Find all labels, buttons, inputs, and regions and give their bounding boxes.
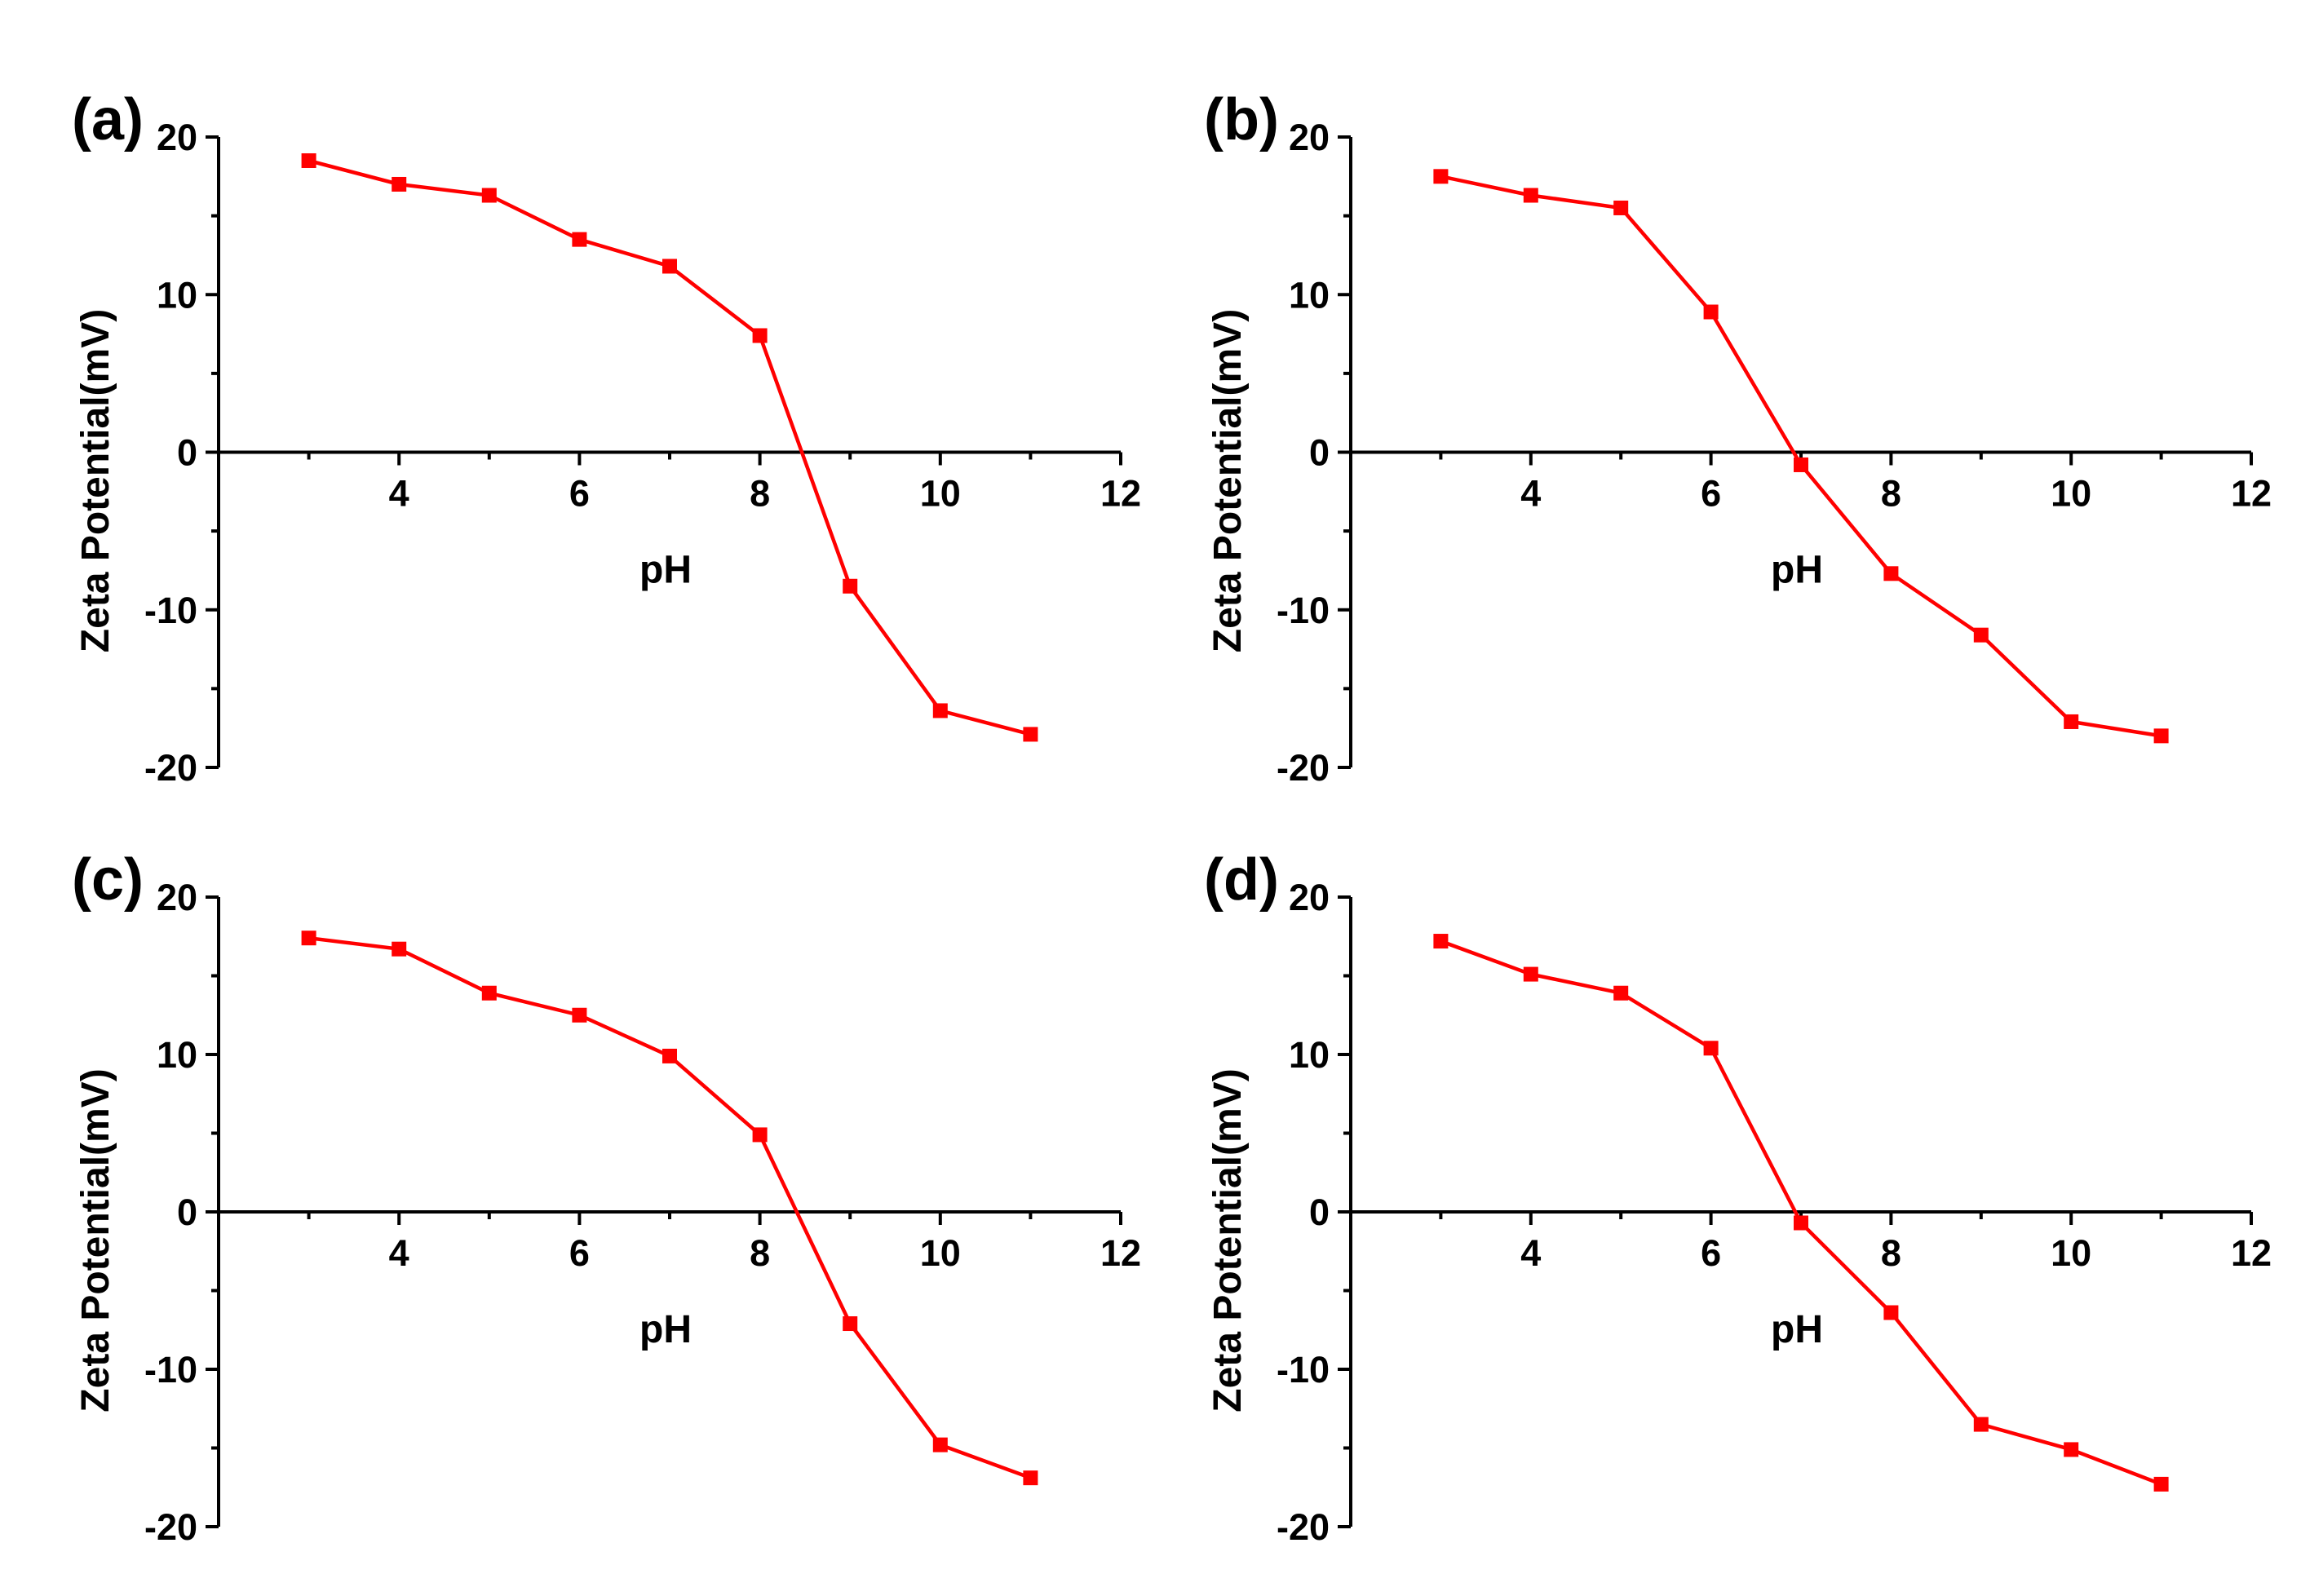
- x-axis-title: pH: [1771, 1308, 1823, 1351]
- data-point: [392, 176, 407, 192]
- data-point: [843, 578, 858, 594]
- data-point: [301, 153, 316, 168]
- y-axis-title: Zeta Potential(mV): [1206, 1068, 1250, 1412]
- data-point: [1883, 1305, 1899, 1320]
- data-point: [301, 931, 316, 946]
- data-point: [1794, 457, 1808, 472]
- x-tick-label: 6: [1701, 1232, 1721, 1274]
- data-point: [2064, 1442, 2079, 1457]
- x-tick-label: 10: [2051, 1232, 2091, 1274]
- x-tick-label: 6: [569, 1232, 590, 1274]
- data-point: [572, 232, 587, 247]
- y-tick-label: 0: [177, 1191, 197, 1233]
- y-tick-label: -20: [144, 747, 197, 789]
- data-point: [1883, 566, 1899, 581]
- x-axis-title: pH: [1771, 549, 1823, 592]
- x-axis-title: pH: [639, 549, 692, 592]
- y-axis-title: Zeta Potential(mV): [1206, 309, 1250, 652]
- data-point: [1523, 966, 1538, 982]
- y-tick-label: 0: [177, 432, 197, 474]
- y-tick-label: 20: [1289, 877, 1330, 918]
- y-tick-label: 20: [1289, 117, 1330, 158]
- y-tick-label: 20: [157, 117, 197, 158]
- y-tick-label: 10: [157, 274, 197, 316]
- data-point: [392, 941, 407, 957]
- data-point: [1973, 1417, 1989, 1432]
- data-point: [1703, 304, 1719, 320]
- x-tick-label: 8: [1881, 1232, 1901, 1274]
- x-tick-label: 6: [1701, 473, 1721, 515]
- data-point: [843, 1316, 858, 1332]
- chart-panel-0: -20 -10 0 10 20 4 6 8 10 12 pH Zeta Potential(mV) (a…: [72, 87, 1141, 789]
- panel-label: (a): [72, 87, 144, 153]
- data-point: [1613, 985, 1629, 1001]
- x-tick-label: 4: [389, 473, 409, 515]
- y-tick-label: -20: [1277, 747, 1330, 789]
- chart-panel-2: -20 -10 0 10 20 4 6 8 10 12 pH Zeta Potential(mV) (c…: [72, 847, 1141, 1548]
- y-axis-title: Zeta Potential(mV): [74, 1068, 117, 1412]
- data-point: [752, 1127, 768, 1143]
- x-tick-label: 4: [1520, 473, 1541, 515]
- data-point: [1433, 934, 1449, 949]
- chart-panel-3: -20 -10 0 10 20 4 6 8 10 12 pH Zeta Potential(mV) (d…: [1204, 847, 2272, 1548]
- data-point: [752, 328, 768, 343]
- x-tick-label: 10: [2051, 473, 2091, 515]
- y-axis-title: Zeta Potential(mV): [74, 309, 117, 652]
- x-tick-label: 12: [2231, 1232, 2272, 1274]
- x-tick-label: 12: [1100, 473, 1141, 515]
- x-tick-label: 12: [2231, 473, 2272, 515]
- y-tick-label: 0: [1309, 1191, 1330, 1233]
- data-point: [932, 703, 948, 718]
- y-tick-label: 0: [1309, 432, 1330, 474]
- data-point: [1433, 169, 1449, 184]
- data-point: [2153, 728, 2169, 744]
- panel-label: (b): [1204, 87, 1279, 153]
- x-tick-label: 8: [750, 1232, 770, 1274]
- y-tick-label: 10: [1289, 274, 1330, 316]
- data-point: [1973, 627, 1989, 643]
- y-tick-label: 20: [157, 877, 197, 918]
- y-tick-label: 10: [1289, 1034, 1330, 1076]
- x-tick-label: 8: [750, 473, 770, 515]
- y-tick-label: 10: [157, 1034, 197, 1076]
- x-tick-label: 10: [920, 1232, 961, 1274]
- panel-label: (d): [1204, 847, 1279, 913]
- x-axis-title: pH: [639, 1308, 692, 1351]
- series-line: [308, 158, 1031, 736]
- y-tick-label: -20: [144, 1506, 197, 1548]
- data-point: [2153, 1476, 2169, 1492]
- x-tick-label: 4: [1520, 1232, 1541, 1274]
- data-point: [662, 1048, 677, 1063]
- data-point: [662, 259, 677, 274]
- x-tick-label: 12: [1100, 1232, 1141, 1274]
- y-tick-label: -10: [1277, 590, 1330, 631]
- chart-panel-1: -20 -10 0 10 20 4 6 8 10 12 pH Zeta Potential(mV) (b…: [1204, 87, 2272, 789]
- data-point: [1794, 1215, 1808, 1231]
- data-point: [932, 1437, 948, 1452]
- data-point: [1613, 200, 1629, 215]
- x-tick-label: 10: [920, 473, 961, 515]
- data-point: [481, 985, 497, 1001]
- data-point: [1023, 1470, 1038, 1486]
- data-point: [572, 1007, 587, 1023]
- y-tick-label: -10: [144, 1349, 197, 1390]
- y-tick-label: -20: [1277, 1506, 1330, 1548]
- data-point: [1023, 727, 1038, 742]
- x-tick-label: 8: [1881, 473, 1901, 515]
- x-tick-label: 4: [389, 1232, 409, 1274]
- data-point: [481, 188, 497, 203]
- panel-label: (c): [72, 847, 144, 913]
- data-point: [1523, 188, 1538, 203]
- x-tick-label: 6: [569, 473, 590, 515]
- y-tick-label: -10: [1277, 1349, 1330, 1390]
- series-line: [308, 935, 1032, 1480]
- data-point: [1703, 1041, 1719, 1056]
- y-tick-label: -10: [144, 590, 197, 631]
- data-point: [2064, 714, 2079, 729]
